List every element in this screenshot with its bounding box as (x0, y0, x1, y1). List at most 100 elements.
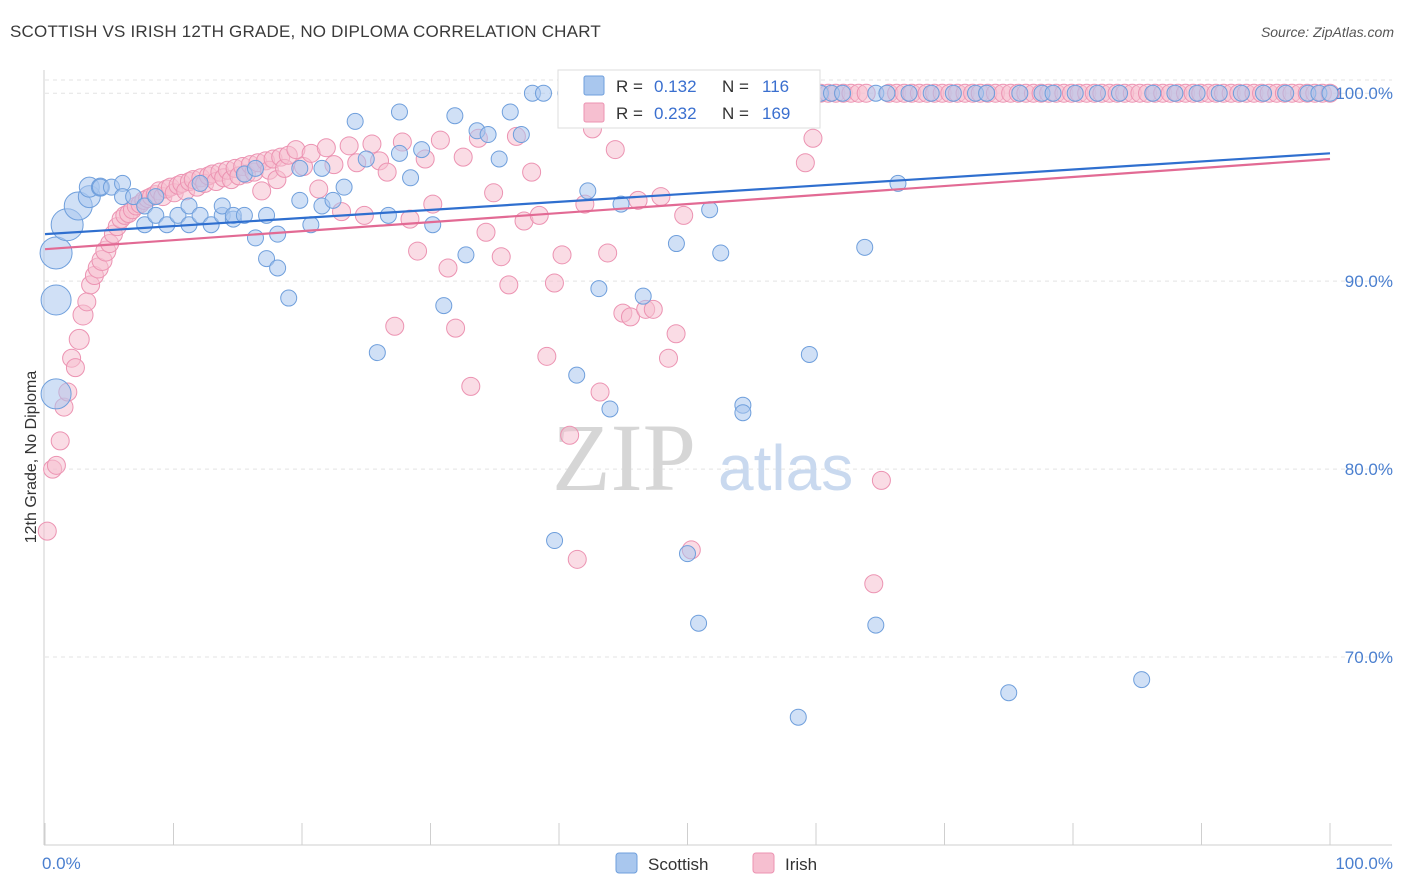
scatter-point (180, 197, 198, 215)
scatter-point (50, 431, 70, 451)
scatter-point (461, 376, 481, 396)
legend-n-value: 169 (762, 104, 790, 123)
watermark-zip: ZIP (552, 404, 696, 511)
legend-r-label: R = (616, 104, 643, 123)
scatter-point (537, 346, 557, 366)
scatter-point (213, 197, 231, 215)
scatter-point (446, 107, 464, 125)
irish-points (37, 83, 1340, 594)
scatter-point (368, 344, 386, 362)
scatter-point (46, 455, 66, 475)
scatter-point (491, 247, 511, 267)
y-axis-label: 12th Grade, No Diploma (23, 371, 40, 544)
scatter-point (867, 616, 885, 634)
scatter-point (339, 136, 359, 156)
legend-n-label: N = (722, 77, 749, 96)
scatter-point (1277, 84, 1295, 102)
scatter-point (534, 84, 552, 102)
scatter-point (1044, 84, 1062, 102)
scatter-point (402, 169, 420, 187)
scatter-point (490, 150, 508, 168)
scatter-point (258, 250, 276, 268)
scatter-point (878, 84, 896, 102)
scatter-point (346, 112, 364, 130)
scatter-point (252, 181, 272, 201)
scatter-point (316, 138, 336, 158)
scatter-point (1210, 84, 1228, 102)
legend-swatch-scottish (583, 75, 605, 96)
x-tick-label: 0.0% (42, 854, 81, 873)
scatter-point (37, 521, 57, 541)
legend-swatch-irish (752, 852, 775, 874)
y-tick-label: 80.0% (1345, 460, 1393, 479)
scatter-point (125, 188, 143, 206)
legend-item-scottish: Scottish (648, 855, 708, 874)
scatter-point (667, 235, 685, 253)
scatter-point (560, 425, 580, 445)
scatter-point (864, 574, 884, 594)
scatter-point (620, 307, 640, 327)
scatter-point (552, 245, 572, 265)
legend-item-irish: Irish (785, 855, 817, 874)
scatter-point (424, 216, 442, 234)
scatter-point (679, 545, 696, 563)
scatter-point (1088, 84, 1106, 102)
scatter-point (922, 84, 940, 102)
scatter-point (544, 273, 564, 293)
scatter-point (246, 159, 264, 177)
scatter-point (712, 244, 730, 262)
trend-line-irish (44, 157, 1331, 251)
scatter-point (484, 183, 504, 203)
scatter-point (291, 159, 309, 177)
scatter-point (269, 259, 287, 277)
scatter-point (501, 103, 519, 121)
watermark: ZIP atlas (552, 404, 853, 511)
legend-r-value: 0.132 (654, 77, 697, 96)
scatter-point (65, 358, 85, 378)
scatter-point (191, 174, 209, 192)
scatter-point (598, 243, 618, 263)
scatter-point (335, 178, 353, 196)
scatter-point (476, 222, 496, 242)
legend-r-value: 0.232 (654, 104, 697, 123)
scatter-point (1232, 84, 1250, 102)
axes (43, 70, 1392, 846)
tick-labels: 70.0% 80.0% 90.0% 100.0% 0.0% 100.0% (42, 84, 1393, 873)
scatter-point (674, 205, 694, 225)
x-tick-label: 100.0% (1335, 854, 1393, 873)
scatter-point (147, 206, 165, 224)
scatter-point (512, 126, 530, 144)
scatter-point (900, 84, 918, 102)
scatter-point (834, 84, 852, 102)
scatter-point (40, 284, 72, 316)
scatter-point (546, 532, 564, 550)
legend-swatch-irish (583, 102, 605, 123)
scottish-points (39, 84, 1339, 726)
scatter-point (379, 206, 397, 224)
scatter-point (499, 275, 519, 295)
scatter-point (734, 404, 752, 422)
scatter-point (567, 549, 587, 569)
y-tick-label: 100.0% (1335, 84, 1393, 103)
trend-lines (44, 152, 1331, 251)
scatter-point (590, 280, 608, 298)
scatter-point (1111, 84, 1129, 102)
scatter-point (68, 328, 90, 350)
scatter-point (438, 258, 458, 278)
scatter-point (235, 206, 253, 224)
scatter-point (590, 382, 610, 402)
chart-source: Source: ZipAtlas.com (1260, 24, 1394, 40)
legend-top: R = 0.132 N = 116 R = 0.232 N = 169 (557, 69, 821, 129)
scatter-point (309, 179, 329, 199)
scatter-point (568, 366, 586, 384)
scatter-point (408, 241, 428, 261)
scatter-point (1255, 84, 1273, 102)
scatter-point (430, 130, 450, 150)
scatter-point (944, 84, 962, 102)
scatter-point (453, 147, 473, 167)
scatter-point (147, 188, 165, 206)
scatter-point (280, 289, 298, 307)
scatter-point (871, 470, 891, 490)
scatter-point (856, 238, 874, 256)
scatter-point (390, 103, 408, 121)
